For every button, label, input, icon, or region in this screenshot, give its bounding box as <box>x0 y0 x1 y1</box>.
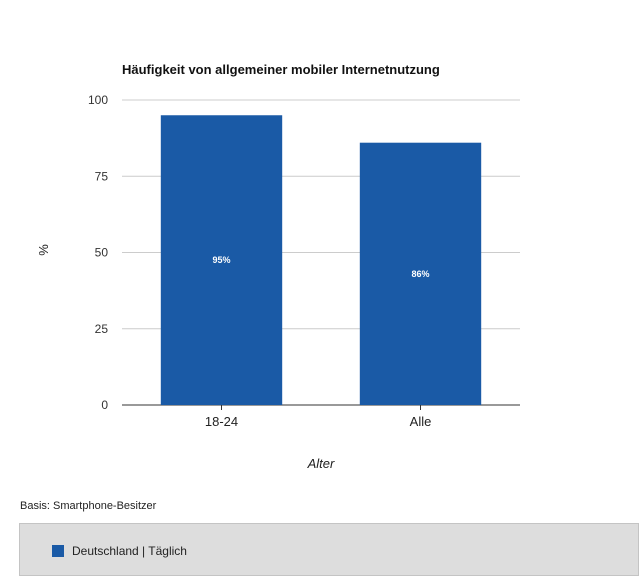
x-tick-label: 18-24 <box>205 414 238 429</box>
y-tick-label: 0 <box>101 398 108 412</box>
y-tick-label: 25 <box>95 322 109 336</box>
chart-title: Häufigkeit von allgemeiner mobiler Inter… <box>122 62 440 77</box>
bar-data-label: 95% <box>212 255 230 265</box>
bar-data-label: 86% <box>411 269 429 279</box>
y-tick-label: 75 <box>95 169 109 183</box>
x-axis-ticks: 18-24 Alle <box>205 405 431 429</box>
bars: 95% 86% <box>160 115 482 405</box>
basis-footnote: Basis: Smartphone-Besitzer <box>20 500 157 512</box>
y-axis-ticks: 0 25 50 75 100 <box>88 93 108 412</box>
legend: Deutschland | Täglich <box>19 523 639 576</box>
bar-18-24 <box>160 115 283 405</box>
bar-chart: 95% 86% 0 25 50 75 100 18-24 Alle % Alter <box>36 93 520 471</box>
x-tick-label: Alle <box>410 414 432 429</box>
y-tick-label: 50 <box>95 246 109 260</box>
x-axis-title: Alter <box>307 456 335 471</box>
legend-swatch <box>52 545 64 557</box>
y-axis-title: % <box>36 244 51 256</box>
legend-item: Deutschland | Täglich <box>52 544 187 558</box>
y-tick-label: 100 <box>88 93 108 107</box>
bar-Alle <box>359 142 482 405</box>
legend-label: Deutschland | Täglich <box>72 544 187 558</box>
